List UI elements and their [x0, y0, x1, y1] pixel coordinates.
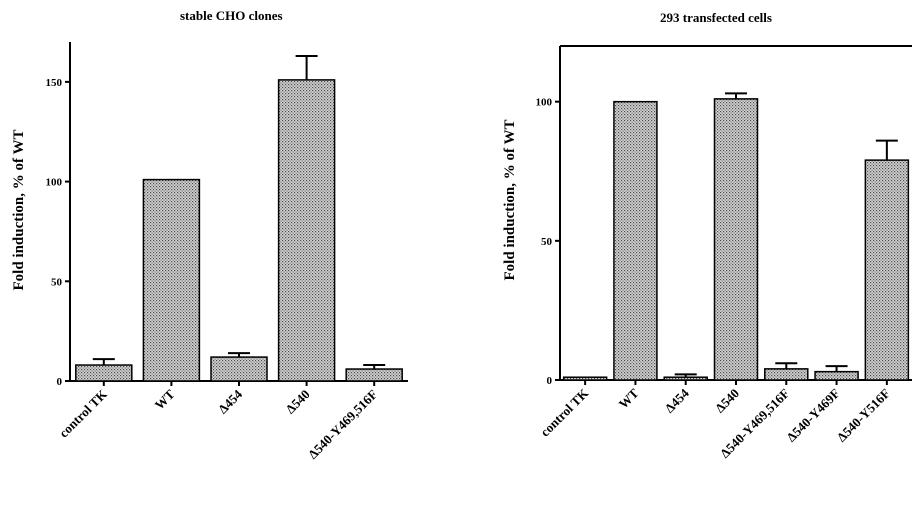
- bar: [210, 356, 268, 382]
- category-label: Δ454: [662, 385, 693, 416]
- category-label: Δ540-Y516F: [834, 385, 893, 444]
- chart-title-right: 293 transfected cells: [660, 10, 772, 25]
- y-tick-label: 100: [536, 97, 553, 109]
- y-axis-label: Fold induction, % of WT: [11, 129, 27, 290]
- category-label: Δ454: [215, 386, 246, 417]
- chart-title-left: stable CHO clones: [180, 8, 283, 23]
- category-label: control TK: [537, 385, 592, 440]
- category-label: Δ540: [712, 386, 742, 416]
- bar: [663, 376, 708, 381]
- bar: [75, 364, 133, 382]
- bar: [713, 98, 759, 381]
- bar: [142, 178, 201, 382]
- bar: [345, 368, 403, 382]
- y-tick-label: 0: [57, 376, 63, 388]
- y-tick-label: 100: [46, 177, 63, 189]
- bar: [764, 368, 809, 381]
- y-tick-label: 0: [547, 375, 553, 387]
- category-label: Δ540: [283, 387, 313, 417]
- chart-left: 0 50 100 150 Fold induction, % of WT control …: [11, 42, 408, 462]
- y-tick-label: 50: [51, 276, 63, 288]
- bar: [814, 370, 859, 381]
- bar: [277, 79, 336, 382]
- bar: [613, 100, 658, 381]
- bar: [864, 159, 910, 381]
- category-label: WT: [616, 385, 642, 411]
- category-label: Δ540-Y469F: [783, 385, 842, 444]
- category-label: Δ540-Y469,516F: [305, 386, 380, 461]
- bar: [562, 376, 608, 381]
- category-label: WT: [152, 386, 178, 412]
- chart-right: 0 50 100 Fold induction, % of WT control TK W…: [502, 45, 912, 461]
- y-axis-label: Fold induction, % of WT: [502, 119, 518, 280]
- y-tick-label: 50: [541, 236, 553, 248]
- y-tick-label: 150: [46, 77, 63, 89]
- category-label: control TK: [56, 386, 111, 441]
